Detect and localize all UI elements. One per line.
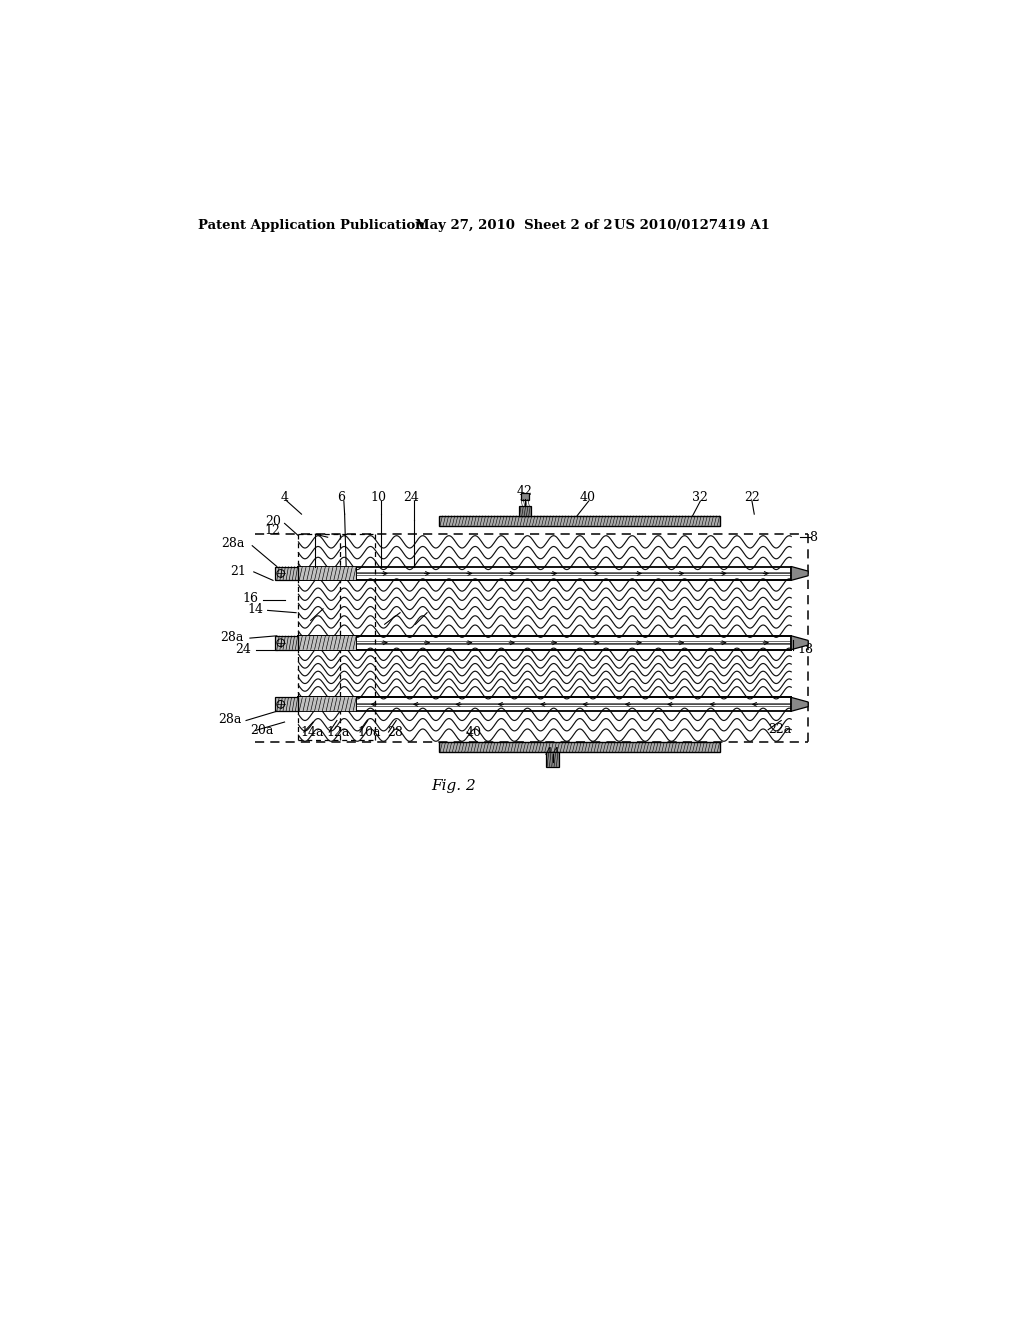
Text: 12a: 12a — [326, 726, 349, 739]
Text: 28: 28 — [387, 726, 402, 739]
Text: 32: 32 — [691, 491, 708, 504]
Bar — [438, 742, 720, 752]
Bar — [275, 566, 298, 581]
Bar — [547, 752, 559, 767]
Text: 6: 6 — [338, 491, 345, 504]
Text: 4: 4 — [281, 491, 289, 504]
Text: 24: 24 — [403, 491, 420, 504]
Text: 18: 18 — [798, 643, 813, 656]
Text: 21: 21 — [230, 565, 246, 578]
Polygon shape — [792, 566, 808, 581]
Bar — [298, 697, 356, 711]
Bar — [298, 566, 356, 581]
Text: 20a: 20a — [251, 723, 274, 737]
Text: 8: 8 — [809, 531, 817, 544]
Text: Fig. 2: Fig. 2 — [431, 779, 476, 793]
Text: 28a: 28a — [218, 713, 242, 726]
Text: 14: 14 — [247, 603, 263, 616]
Text: 20: 20 — [265, 515, 282, 528]
Text: 44: 44 — [545, 747, 560, 760]
Text: 42: 42 — [517, 484, 532, 498]
Text: 14a: 14a — [300, 726, 324, 739]
Bar — [275, 697, 298, 711]
Text: 22a: 22a — [768, 723, 792, 737]
Text: US 2010/0127419 A1: US 2010/0127419 A1 — [614, 219, 770, 232]
Bar — [521, 492, 528, 499]
Text: May 27, 2010  Sheet 2 of 2: May 27, 2010 Sheet 2 of 2 — [416, 219, 613, 232]
Text: 28a: 28a — [220, 631, 244, 644]
Text: 12: 12 — [264, 524, 280, 537]
Text: 22: 22 — [744, 491, 760, 504]
Bar — [275, 636, 298, 649]
Bar — [438, 516, 720, 525]
Text: Patent Application Publication: Patent Application Publication — [199, 219, 425, 232]
Bar — [518, 507, 531, 516]
Text: 10: 10 — [371, 491, 386, 504]
Polygon shape — [792, 697, 808, 711]
Bar — [298, 636, 356, 649]
Text: 16: 16 — [243, 591, 258, 605]
Text: 28a: 28a — [221, 537, 245, 550]
Text: 24: 24 — [236, 643, 252, 656]
Text: 40: 40 — [466, 726, 481, 739]
Text: 40: 40 — [580, 491, 595, 504]
Polygon shape — [792, 636, 808, 649]
Text: 10a: 10a — [357, 726, 381, 739]
